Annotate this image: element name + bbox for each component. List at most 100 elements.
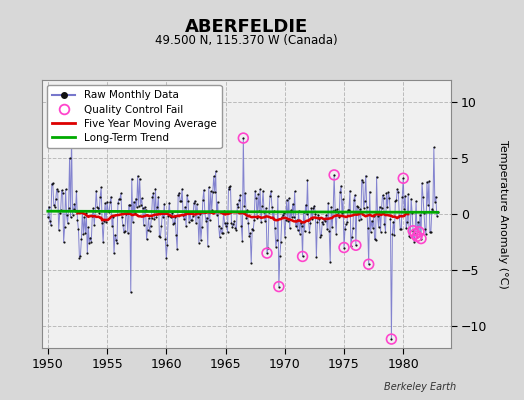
Point	[59, 190, 67, 196]
Point	[81, 229, 90, 236]
Point	[373, 174, 381, 180]
Point	[342, 221, 350, 227]
Point	[71, 208, 80, 215]
Point	[350, 197, 358, 203]
Point	[73, 217, 82, 223]
Point	[96, 194, 104, 200]
Point	[277, 239, 285, 246]
Point	[45, 204, 53, 210]
Point	[192, 220, 200, 226]
Point	[227, 220, 236, 226]
Point	[226, 183, 235, 189]
Point	[151, 186, 160, 192]
Point	[98, 220, 106, 226]
Point	[205, 217, 214, 224]
Point	[415, 229, 423, 235]
Point	[70, 201, 79, 207]
Point	[368, 224, 377, 231]
Point	[48, 181, 56, 187]
Point	[417, 235, 425, 242]
Point	[97, 184, 105, 191]
Point	[47, 222, 55, 228]
Text: Berkeley Earth: Berkeley Earth	[384, 382, 456, 392]
Point	[117, 190, 125, 197]
Point	[324, 200, 332, 206]
Point	[191, 198, 199, 204]
Point	[245, 232, 254, 239]
Point	[153, 204, 161, 210]
Point	[141, 206, 150, 213]
Point	[344, 206, 352, 213]
Point	[313, 219, 322, 225]
Point	[389, 218, 398, 225]
Point	[354, 204, 362, 210]
Point	[308, 216, 316, 222]
Point	[228, 224, 237, 230]
Point	[358, 179, 367, 185]
Point	[253, 215, 261, 222]
Point	[130, 210, 139, 216]
Point	[137, 195, 146, 202]
Point	[357, 176, 366, 183]
Point	[262, 205, 270, 211]
Point	[103, 198, 111, 205]
Point	[95, 210, 103, 216]
Point	[280, 234, 289, 240]
Point	[421, 226, 429, 232]
Point	[271, 225, 279, 232]
Point	[431, 198, 439, 205]
Point	[317, 231, 325, 238]
Point	[341, 226, 349, 232]
Point	[394, 188, 402, 195]
Point	[409, 228, 417, 234]
Point	[351, 192, 359, 198]
Point	[352, 242, 360, 248]
Point	[432, 194, 440, 200]
Point	[106, 199, 114, 206]
Point	[101, 200, 110, 206]
Point	[266, 193, 274, 200]
Point	[298, 223, 306, 229]
Point	[403, 219, 411, 225]
Point	[172, 232, 180, 238]
Point	[195, 211, 204, 217]
Point	[223, 229, 232, 235]
Point	[129, 198, 138, 205]
Point	[87, 238, 95, 245]
Point	[272, 244, 280, 250]
Point	[168, 210, 177, 216]
Point	[375, 204, 384, 210]
Point	[67, 214, 75, 220]
Point	[230, 218, 238, 224]
Point	[398, 194, 407, 200]
Point	[388, 230, 397, 237]
Point	[428, 206, 436, 212]
Point	[49, 180, 57, 186]
Point	[216, 224, 225, 231]
Point	[302, 211, 311, 218]
Point	[288, 214, 296, 220]
Point	[419, 194, 427, 200]
Point	[171, 214, 179, 220]
Point	[348, 225, 357, 231]
Point	[323, 226, 331, 232]
Point	[110, 250, 118, 257]
Point	[119, 229, 128, 236]
Point	[412, 198, 420, 204]
Point	[157, 223, 166, 230]
Point	[246, 230, 255, 236]
Point	[333, 206, 341, 212]
Point	[217, 230, 226, 236]
Point	[250, 217, 258, 224]
Point	[202, 217, 210, 224]
Point	[366, 229, 375, 235]
Point	[182, 223, 190, 229]
Point	[195, 240, 203, 246]
Point	[133, 204, 141, 210]
Point	[69, 206, 78, 212]
Point	[211, 189, 219, 195]
Point	[114, 200, 122, 206]
Point	[377, 205, 386, 211]
Point	[242, 215, 250, 222]
Point	[238, 238, 246, 244]
